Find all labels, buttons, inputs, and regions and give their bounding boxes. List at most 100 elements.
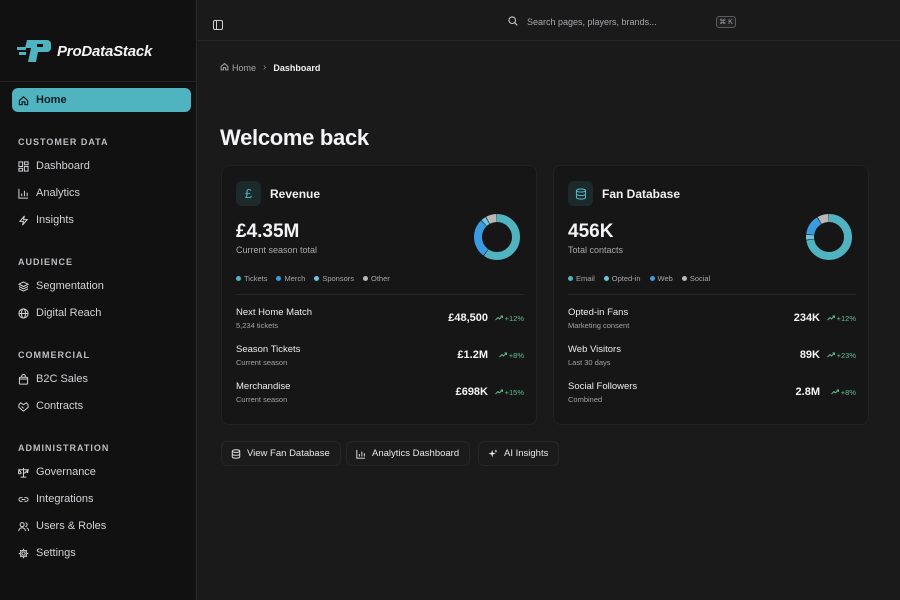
- metric-sub: Combined: [568, 395, 603, 404]
- gear-icon: [18, 548, 29, 559]
- sidebar-item-label: Digital Reach: [36, 307, 102, 319]
- legend-item: Opted-in: [603, 274, 641, 283]
- trend-up-icon: [830, 388, 839, 397]
- sidebar-item-label: Governance: [36, 466, 96, 478]
- legend-dot: [649, 276, 655, 281]
- legend-dot: [568, 276, 573, 281]
- sidebar-item-b2c-sales[interactable]: B2C Sales: [18, 371, 88, 387]
- revenue-donut-chart: [474, 214, 520, 260]
- sidebar-toggle-icon[interactable]: [213, 17, 223, 30]
- legend-dot: [603, 276, 609, 281]
- donut-segment: [474, 214, 520, 260]
- metric-label: Social Followers: [568, 381, 638, 392]
- metric-value: 234K: [793, 312, 820, 324]
- section-customer-data: CUSTOMER DATA: [18, 137, 109, 147]
- button-label: View Fan Database: [247, 448, 330, 459]
- trend-up-icon: [494, 314, 503, 323]
- metric-value: £698K: [455, 386, 488, 398]
- legend-label: Opted-in: [611, 274, 641, 283]
- sidebar-item-label: Analytics: [36, 187, 81, 199]
- sidebar-item-segmentation[interactable]: Segmentation: [18, 278, 104, 294]
- trend-value: +8%: [508, 351, 524, 360]
- trend-badge: +12%: [494, 314, 524, 323]
- users-icon: [18, 521, 29, 532]
- logo-mark-icon: [17, 40, 51, 62]
- sidebar-item-dashboard[interactable]: Dashboard: [18, 158, 90, 174]
- legend-label: Merch: [284, 274, 306, 283]
- metric-row[interactable]: Opted-in Fans Marketing consent 234K +12…: [568, 307, 856, 331]
- donut-segment: [474, 214, 520, 260]
- sidebar-item-home[interactable]: Home: [12, 88, 191, 112]
- legend-item: Tickets: [236, 274, 267, 283]
- metric-sub: Marketing consent: [568, 321, 630, 330]
- sidebar-item-label: Settings: [36, 547, 76, 559]
- section-commercial: COMMERCIAL: [18, 350, 90, 360]
- sidebar-item-analytics[interactable]: Analytics: [18, 185, 80, 201]
- handshake-icon: [18, 401, 29, 412]
- sidebar-item-contracts[interactable]: Contracts: [18, 398, 83, 414]
- fan-donut-chart: [806, 214, 852, 260]
- analytics-dashboard-button[interactable]: Analytics Dashboard: [346, 441, 471, 466]
- app-logo[interactable]: ProDataStack: [17, 37, 152, 65]
- legend-label: Social: [689, 274, 711, 283]
- legend-dot: [314, 276, 320, 281]
- trend-badge: +23%: [826, 351, 856, 360]
- app-name: ProDataStack: [57, 42, 153, 60]
- metric-value: 2.8M: [795, 386, 820, 398]
- view-fan-database-button[interactable]: View Fan Database: [221, 441, 341, 466]
- breadcrumb-home[interactable]: Home: [220, 62, 256, 73]
- metric-label: Opted-in Fans: [568, 307, 629, 318]
- trend-up-icon: [498, 351, 507, 360]
- revenue-total: £4.35M: [236, 221, 300, 242]
- legend-label: Web: [657, 274, 673, 283]
- sidebar-item-label: Home: [36, 94, 67, 106]
- button-label: Analytics Dashboard: [372, 448, 460, 459]
- metric-sub: Current season: [236, 358, 288, 367]
- legend-dot: [363, 276, 369, 281]
- metric-row[interactable]: Season Tickets Current season £1.2M +8%: [236, 344, 524, 368]
- sidebar-item-label: Dashboard: [36, 160, 90, 172]
- sidebar-item-label: Integrations: [36, 493, 94, 505]
- sidebar-item-digital-reach[interactable]: Digital Reach: [18, 305, 101, 321]
- sidebar-item-integrations[interactable]: Integrations: [18, 491, 93, 507]
- sidebar-item-settings[interactable]: Settings: [18, 545, 76, 561]
- bolt-icon: [18, 215, 29, 226]
- trend-value: +12%: [836, 314, 856, 323]
- revenue-legend: Tickets Merch Sponsors Other: [236, 274, 390, 283]
- bar-chart-icon: [356, 449, 366, 459]
- fan-total: 456K: [568, 221, 614, 242]
- pound-icon: £: [236, 181, 261, 206]
- section-audience: AUDIENCE: [18, 257, 74, 267]
- sidebar-item-users-roles[interactable]: Users & Roles: [18, 518, 106, 534]
- sidebar: ProDataStack Home CUSTOMER DATA Dashboar…: [0, 0, 197, 600]
- metric-row[interactable]: Merchandise Current season £698K +15%: [236, 381, 524, 405]
- breadcrumb-current: Dashboard: [273, 62, 321, 73]
- search-bar[interactable]: Search pages, players, brands...: [496, 11, 742, 33]
- fan-subtitle: Total contacts: [568, 245, 624, 255]
- metric-row[interactable]: Next Home Match 5,234 tickets £48,500 +1…: [236, 307, 524, 331]
- ai-insights-button[interactable]: AI Insights: [478, 441, 560, 466]
- sidebar-item-governance[interactable]: Governance: [18, 464, 96, 480]
- legend-dot: [276, 276, 282, 281]
- metric-label: Season Tickets: [236, 344, 301, 355]
- fan-legend: Email Opted-in Web Social: [568, 274, 710, 283]
- metric-sub: Current season: [236, 395, 288, 404]
- metric-sub: Last 30 days: [568, 358, 611, 367]
- sidebar-item-label: Insights: [36, 214, 74, 226]
- search-input[interactable]: Search pages, players, brands...: [527, 17, 657, 27]
- scale-icon: [18, 467, 29, 478]
- chevron-right-icon: ›: [263, 62, 267, 73]
- trend-up-icon: [494, 388, 503, 397]
- metric-row[interactable]: Web Visitors Last 30 days 89K +23%: [568, 344, 856, 368]
- trend-up-icon: [826, 314, 835, 323]
- sidebar-item-label: B2C Sales: [36, 373, 88, 385]
- dashboard-icon: [18, 160, 29, 172]
- divider: [236, 294, 524, 295]
- database-icon: [568, 181, 593, 206]
- metric-row[interactable]: Social Followers Combined 2.8M +8%: [568, 381, 856, 405]
- layers-icon: [18, 280, 29, 292]
- donut-segment: [806, 214, 852, 260]
- trend-value: +12%: [504, 314, 524, 323]
- fan-database-card: Fan Database 456K Total contacts Email O…: [553, 165, 869, 425]
- sidebar-item-insights[interactable]: Insights: [18, 212, 74, 228]
